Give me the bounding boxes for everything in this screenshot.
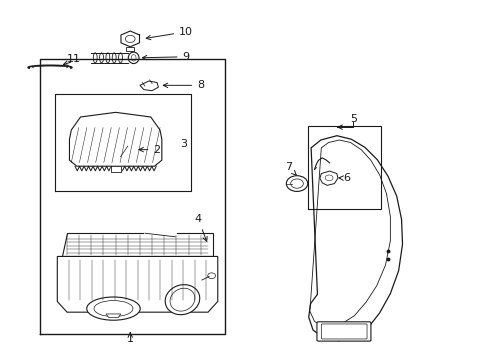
Polygon shape [140,81,158,91]
Text: 9: 9 [142,52,189,62]
Text: 7: 7 [284,162,296,175]
Text: 1: 1 [126,334,133,344]
Text: 10: 10 [146,27,193,40]
Circle shape [207,273,215,279]
Text: 5: 5 [349,114,356,124]
Polygon shape [106,314,121,318]
Ellipse shape [128,52,139,64]
Circle shape [286,176,307,192]
Text: 8: 8 [163,80,204,90]
Polygon shape [126,47,134,51]
Polygon shape [121,31,139,47]
Text: 6: 6 [338,173,349,183]
Ellipse shape [86,297,140,320]
Polygon shape [308,136,402,341]
Text: 11: 11 [66,54,80,64]
Ellipse shape [165,285,199,315]
Polygon shape [69,112,162,166]
Text: 4: 4 [194,214,207,241]
Polygon shape [319,171,337,185]
Polygon shape [62,233,212,256]
Text: 2: 2 [139,145,160,155]
FancyBboxPatch shape [316,322,370,341]
Polygon shape [111,166,120,172]
Polygon shape [57,256,217,312]
Text: 3: 3 [180,139,187,149]
